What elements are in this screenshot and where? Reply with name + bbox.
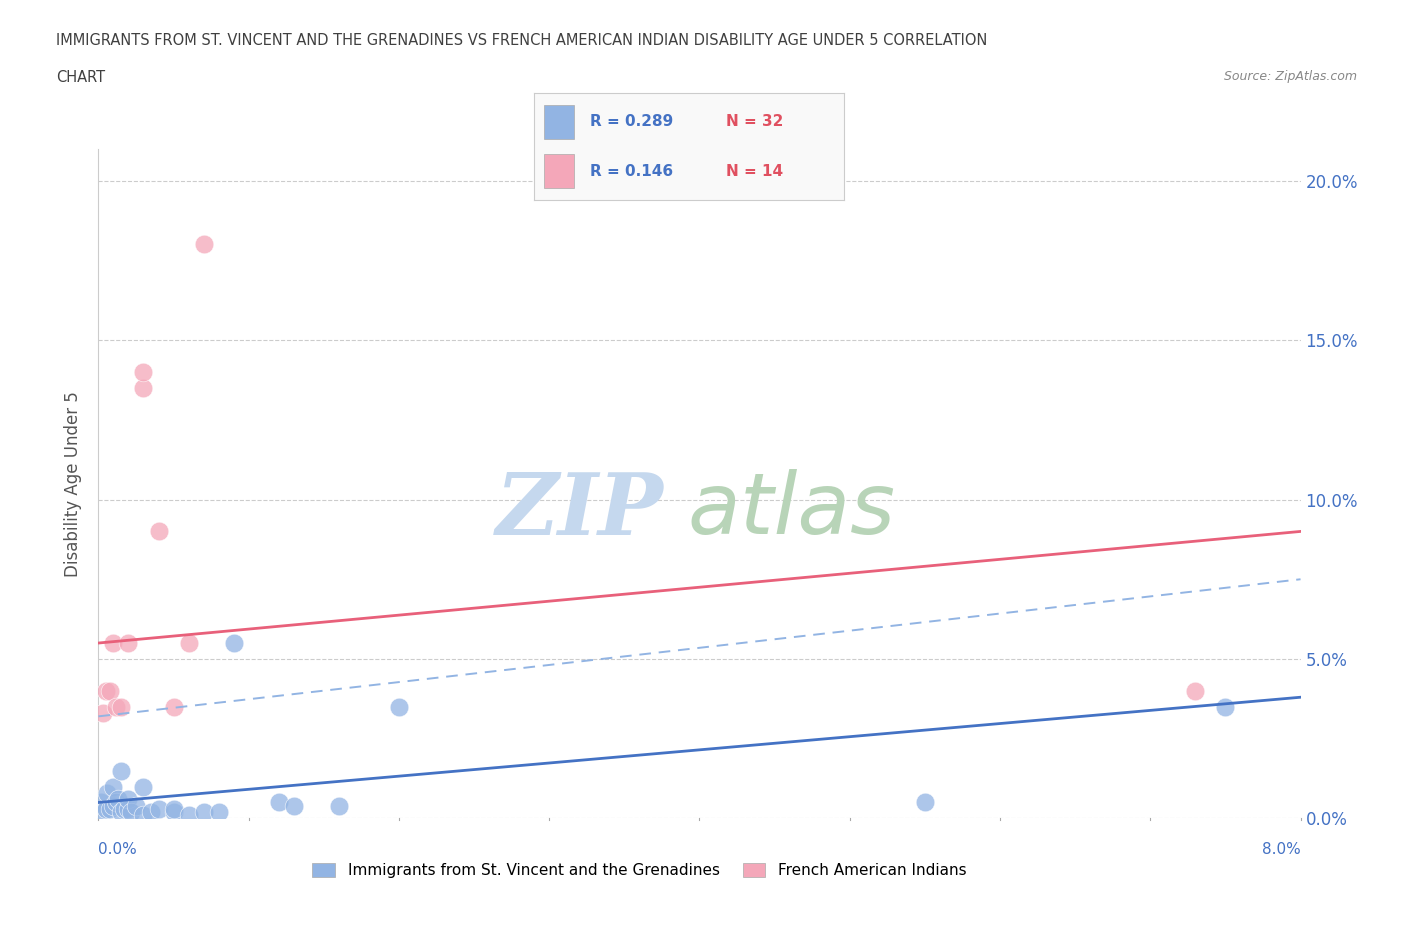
- Text: N = 32: N = 32: [725, 114, 783, 129]
- Point: [103, 798, 125, 813]
- Point: [139, 804, 162, 819]
- Point: [222, 635, 245, 650]
- Point: [208, 804, 231, 819]
- FancyBboxPatch shape: [544, 154, 575, 188]
- Point: [105, 795, 128, 810]
- Point: [105, 699, 128, 714]
- Point: [1184, 684, 1206, 698]
- Text: Source: ZipAtlas.com: Source: ZipAtlas.com: [1223, 70, 1357, 83]
- Point: [177, 808, 200, 823]
- Text: IMMIGRANTS FROM ST. VINCENT AND THE GRENADINES VS FRENCH AMERICAN INDIAN DISABIL: IMMIGRANTS FROM ST. VINCENT AND THE GREN…: [56, 33, 987, 47]
- Legend: Immigrants from St. Vincent and the Grenadines, French American Indians: Immigrants from St. Vincent and the Gren…: [307, 857, 973, 884]
- Point: [132, 365, 155, 379]
- Point: [132, 380, 155, 395]
- Point: [121, 804, 143, 819]
- Text: 8.0%: 8.0%: [1261, 842, 1301, 857]
- Point: [91, 706, 114, 721]
- Point: [110, 699, 132, 714]
- Point: [914, 795, 936, 810]
- Point: [94, 802, 117, 817]
- Point: [103, 635, 125, 650]
- Point: [90, 795, 112, 810]
- Point: [162, 699, 184, 714]
- Text: ZIP: ZIP: [495, 469, 664, 552]
- Point: [283, 798, 305, 813]
- Point: [162, 802, 184, 817]
- Point: [100, 802, 122, 817]
- Point: [132, 808, 155, 823]
- Point: [107, 791, 129, 806]
- Point: [110, 804, 132, 819]
- Point: [193, 237, 215, 252]
- Point: [112, 802, 135, 817]
- Point: [132, 779, 155, 794]
- Point: [125, 798, 148, 813]
- Point: [193, 804, 215, 819]
- Point: [388, 699, 411, 714]
- Point: [91, 804, 114, 819]
- Text: R = 0.146: R = 0.146: [591, 164, 673, 179]
- Point: [117, 635, 139, 650]
- Point: [96, 786, 118, 801]
- Point: [100, 684, 122, 698]
- Point: [148, 524, 170, 538]
- Text: atlas: atlas: [688, 469, 896, 551]
- Point: [117, 791, 139, 806]
- Point: [328, 798, 350, 813]
- Point: [267, 795, 290, 810]
- Text: CHART: CHART: [56, 70, 105, 85]
- Point: [1215, 699, 1237, 714]
- Text: N = 14: N = 14: [725, 164, 783, 179]
- Point: [110, 764, 132, 778]
- Y-axis label: Disability Age Under 5: Disability Age Under 5: [65, 391, 83, 577]
- Point: [162, 804, 184, 819]
- Text: R = 0.289: R = 0.289: [591, 114, 673, 129]
- Point: [94, 684, 117, 698]
- Point: [117, 802, 139, 817]
- Point: [148, 802, 170, 817]
- Point: [177, 635, 200, 650]
- Text: 0.0%: 0.0%: [98, 842, 138, 857]
- Point: [103, 779, 125, 794]
- FancyBboxPatch shape: [544, 105, 575, 139]
